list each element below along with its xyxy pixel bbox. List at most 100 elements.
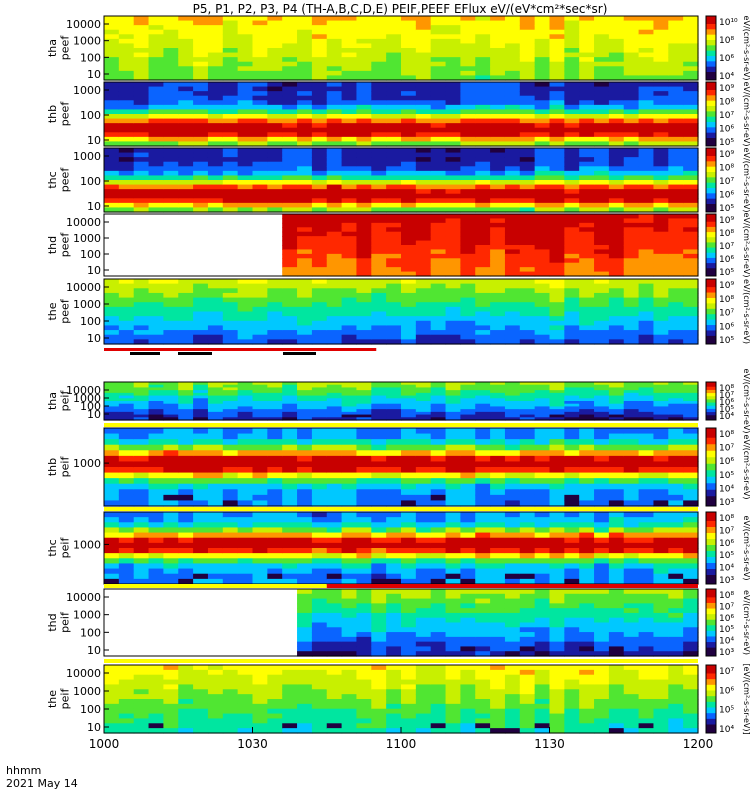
heatmap-cell: [445, 288, 461, 294]
heatmap-cell: [178, 478, 194, 485]
heatmap-cell: [475, 390, 491, 394]
heatmap-cell: [193, 411, 209, 416]
heatmap-cell: [163, 57, 179, 63]
heatmap-cell: [118, 553, 135, 559]
heatmap-cell: [534, 61, 551, 67]
heatmap-cell: [237, 118, 254, 124]
heatmap-cell: [222, 34, 239, 40]
heatmap-cell: [178, 325, 194, 331]
heatmap-cell: [415, 198, 432, 204]
colorbar-step: [706, 396, 716, 399]
heatmap-cell: [415, 316, 432, 322]
heatmap-cell: [222, 127, 239, 133]
heatmap-cell: [133, 439, 150, 446]
colorbar-step: [706, 441, 716, 445]
heatmap-cell: [297, 450, 313, 457]
colorbar-step: [706, 454, 716, 458]
heatmap-cell: [178, 444, 194, 451]
heatmap-cell: [608, 95, 625, 101]
heatmap-cell: [653, 390, 669, 394]
heatmap-cell: [237, 292, 254, 299]
heatmap-cell: [519, 651, 536, 657]
heatmap-cell: [668, 537, 684, 544]
heatmap-cell: [163, 61, 179, 67]
heatmap-cell: [579, 472, 595, 479]
heatmap-cell: [623, 417, 640, 421]
colorbar-step: [706, 385, 716, 388]
heatmap-cell: [519, 100, 536, 106]
heatmap-cell: [653, 148, 669, 154]
heatmap-cell: [148, 512, 164, 518]
heatmap-cell: [371, 632, 387, 638]
heatmap-cell: [297, 109, 313, 115]
heatmap-cell: [564, 548, 580, 554]
heatmap-cell: [267, 52, 283, 58]
heatmap-cell: [490, 417, 506, 421]
heatmap-cell: [297, 48, 313, 54]
heatmap-cell: [490, 292, 506, 299]
heatmap-cell: [579, 218, 595, 224]
heatmap-cell: [534, 218, 551, 224]
heatmap-cell: [341, 450, 358, 457]
heatmap-cell: [430, 57, 447, 63]
heatmap-cell: [118, 316, 135, 322]
heatmap-cell: [668, 104, 684, 111]
heatmap-cell: [549, 157, 565, 163]
heatmap-cell: [594, 34, 610, 40]
heatmap-cell: [668, 253, 684, 259]
heatmap-cell: [252, 392, 268, 397]
heatmap-cell: [267, 387, 283, 391]
heatmap-cell: [430, 253, 447, 259]
heatmap-cell: [475, 316, 491, 322]
heatmap-cell: [608, 612, 625, 619]
heatmap-cell: [668, 568, 684, 575]
heatmap-cell: [133, 166, 150, 172]
heatmap-cell: [519, 455, 536, 463]
heatmap-cell: [564, 593, 580, 600]
heatmap-cell: [133, 411, 150, 416]
heatmap-cell: [594, 218, 610, 224]
heatmap-cell: [549, 249, 565, 255]
heatmap-cell: [594, 258, 610, 264]
heatmap-cell: [282, 542, 298, 549]
heatmap-cell: [386, 387, 402, 391]
heatmap-cell: [267, 444, 283, 451]
heatmap-cell: [267, 414, 283, 418]
heatmap-cell: [222, 553, 239, 559]
heatmap-cell: [207, 439, 224, 446]
heatmap-cell: [118, 38, 135, 45]
heatmap-cell: [430, 114, 447, 120]
heatmap-cell: [460, 316, 476, 322]
heatmap-cell: [311, 612, 328, 619]
heatmap-cell: [504, 517, 521, 523]
heatmap-cell: [594, 25, 610, 31]
heatmap-cell: [579, 537, 595, 544]
heatmap-cell: [475, 622, 491, 628]
heatmap-cell: [623, 100, 640, 106]
heatmap-cell: [282, 392, 298, 397]
heatmap-cell: [460, 43, 476, 49]
heatmap-cell: [608, 409, 625, 413]
heatmap-cell: [267, 66, 283, 72]
heatmap-cell: [579, 95, 595, 101]
heatmap-cell: [564, 603, 580, 609]
heatmap-cell: [475, 184, 491, 190]
heatmap-cell: [683, 522, 699, 529]
heatmap-cell: [668, 25, 684, 31]
heatmap-cell: [341, 258, 358, 264]
heatmap-cell: [549, 409, 565, 413]
heatmap-cell: [564, 43, 580, 49]
heatmap-cell: [297, 455, 313, 463]
heatmap-cell: [326, 262, 343, 268]
heatmap-cell: [683, 395, 699, 399]
heatmap-cell: [683, 43, 699, 49]
heatmap-cell: [386, 207, 402, 213]
heatmap-cell: [415, 325, 432, 331]
heatmap-cell: [148, 95, 164, 101]
heatmap-cell: [311, 500, 328, 507]
heatmap-cell: [237, 34, 254, 40]
heatmap-cell: [430, 249, 447, 255]
heatmap-cell: [371, 439, 387, 446]
heatmap-cell: [475, 283, 491, 289]
heatmap-cell: [504, 573, 521, 580]
